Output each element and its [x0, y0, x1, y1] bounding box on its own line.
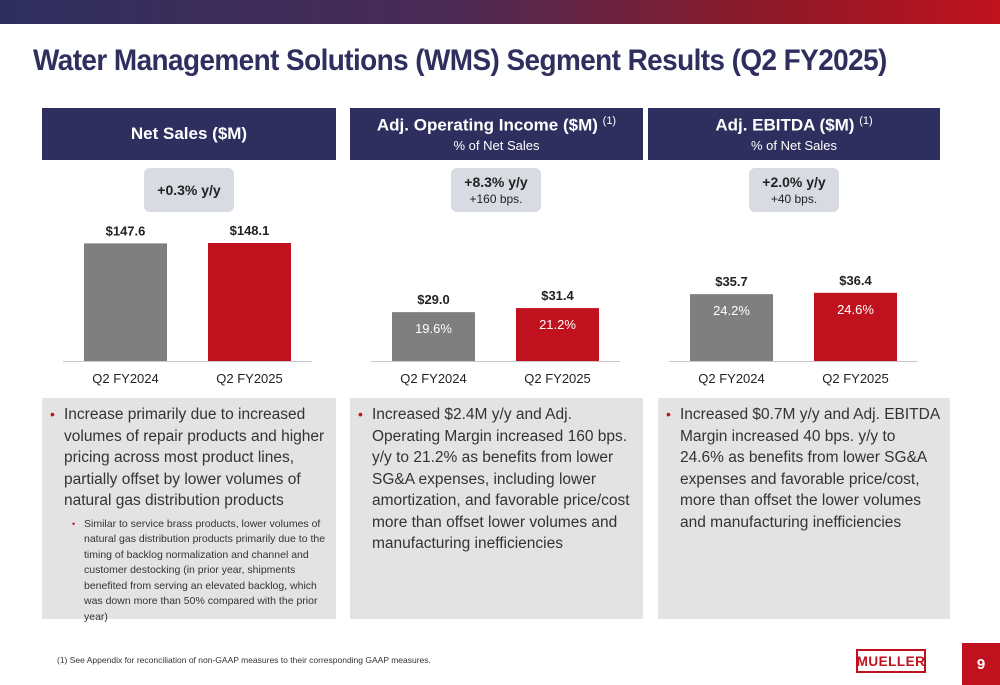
category-tick-label: Q2 FY2025: [216, 371, 283, 386]
bar-value-label: $148.1: [230, 223, 270, 238]
bullet-dot-icon: •: [72, 518, 76, 529]
bar-value-label: $35.7: [715, 274, 748, 289]
company-logo: MUELLER: [856, 649, 926, 673]
adj-ebitda-bar-chart: $35.7 24.2% Q2 FY2024 $36.4 24.6% Q2 FY2025: [669, 273, 918, 386]
growth-badge-net-sales: +0.3% y/y: [144, 168, 234, 212]
category-tick-label: Q2 FY2024: [400, 371, 467, 386]
margin-label: 19.6%: [415, 321, 452, 336]
header-subtitle: % of Net Sales: [453, 137, 540, 153]
bullet-text: Increased $0.7M y/y and Adj. EBITDA Marg…: [680, 406, 940, 531]
panel-header-net-sales: Net Sales ($M): [42, 108, 336, 160]
category-tick-label: Q2 FY2024: [698, 371, 765, 386]
bar-q2-fy2025: [516, 308, 599, 361]
margin-label: 24.2%: [713, 303, 750, 318]
margin-change: +160 bps.: [469, 192, 523, 206]
top-banner: [0, 0, 1000, 24]
panel-header-adj-ebitda: Adj. EBITDA ($M) (1) % of Net Sales: [648, 108, 940, 160]
bar-value-label: $147.6: [106, 223, 146, 238]
footnote-marker: (1): [859, 115, 873, 128]
header-subtitle: % of Net Sales: [751, 137, 837, 153]
commentary-box-net-sales: • Increase primarily due to increased vo…: [42, 398, 336, 623]
growth-badge-adj-ebitda: +2.0% y/y +40 bps.: [749, 168, 839, 212]
commentary-box-adj-operating-income: • Increased $2.4M y/y and Adj. Operating…: [350, 398, 643, 619]
sub-bullet-text: Similar to service brass products, lower…: [84, 517, 326, 624]
growth-yoy: +2.0% y/y: [762, 174, 826, 190]
growth-yoy: +0.3% y/y: [157, 182, 221, 198]
category-tick-label: Q2 FY2024: [92, 371, 159, 386]
bar-q2-fy2024: [392, 312, 475, 361]
bar-value-label: $36.4: [839, 273, 872, 288]
bullet-dot-icon: •: [50, 406, 55, 422]
adj-operating-income-bar-chart: $29.0 19.6% Q2 FY2024 $31.4 21.2% Q2 FY2025: [371, 288, 620, 386]
header-title: Adj. Operating Income ($M): [376, 115, 598, 135]
page-number: 9: [962, 643, 1000, 685]
bullet-dot-icon: •: [358, 406, 363, 422]
category-tick-label: Q2 FY2025: [524, 371, 591, 386]
bar-q2-fy2025: [208, 243, 291, 361]
margin-label: 24.6%: [837, 302, 874, 317]
net-sales-bar-chart: $147.6 Q2 FY2024 $148.1 Q2 FY2025: [63, 223, 312, 386]
bullet-point: • Increased $2.4M y/y and Adj. Operating…: [358, 404, 635, 555]
bar-q2-fy2024: [690, 294, 773, 361]
commentary-box-adj-ebitda: • Increased $0.7M y/y and Adj. EBITDA Ma…: [658, 398, 950, 619]
bullet-point: • Increase primarily due to increased vo…: [50, 404, 328, 512]
growth-badge-adj-operating-income: +8.3% y/y +160 bps.: [451, 168, 541, 212]
bar-value-label: $29.0: [417, 292, 450, 307]
header-title: Adj. EBITDA ($M): [715, 115, 855, 135]
sub-bullet-point: • Similar to service brass products, low…: [50, 517, 328, 626]
logo-text: MUELLER: [856, 653, 926, 669]
page-title: Water Management Solutions (WMS) Segment…: [33, 44, 887, 77]
footnote: (1) See Appendix for reconciliation of n…: [57, 655, 431, 665]
bullet-dot-icon: •: [666, 406, 671, 422]
margin-change: +40 bps.: [770, 192, 818, 206]
bar-value-label: $31.4: [541, 288, 574, 303]
growth-yoy: +8.3% y/y: [464, 174, 528, 190]
category-tick-label: Q2 FY2025: [822, 371, 889, 386]
bar-q2-fy2025: [814, 292, 897, 361]
footnote-marker: (1): [602, 115, 617, 128]
panel-header-adj-operating-income: Adj. Operating Income ($M) (1) % of Net …: [350, 108, 643, 160]
header-title: Net Sales ($M): [130, 124, 248, 143]
bar-q2-fy2024: [84, 243, 167, 361]
bullet-text: Increased $2.4M y/y and Adj. Operating M…: [372, 406, 630, 552]
bullet-point: • Increased $0.7M y/y and Adj. EBITDA Ma…: [666, 404, 942, 533]
margin-label: 21.2%: [539, 317, 576, 332]
bullet-text: Increase primarily due to increased volu…: [64, 406, 325, 509]
